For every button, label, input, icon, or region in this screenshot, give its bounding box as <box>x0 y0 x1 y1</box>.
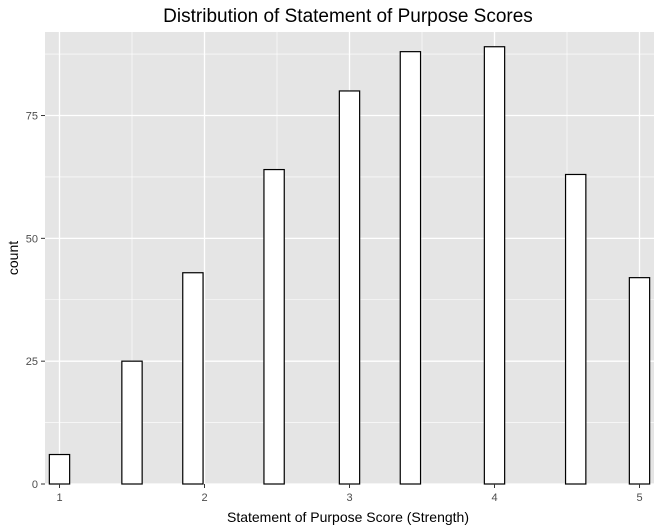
histogram-bar <box>483 46 506 485</box>
histogram-bar <box>628 277 651 485</box>
x-axis: 1 2 3 4 5 <box>56 484 643 504</box>
y-tick-label: 75 <box>26 111 38 123</box>
x-tick-label: 1 <box>56 492 62 504</box>
histogram-bar <box>399 51 422 485</box>
y-axis: 0 25 50 75 <box>26 111 45 491</box>
histogram-bar <box>263 168 285 485</box>
histogram-bar <box>182 272 204 485</box>
x-axis-title: Statement of Purpose Score (Strength) <box>227 509 469 525</box>
chart-title: Distribution of Statement of Purpose Sco… <box>163 6 533 27</box>
histogram-bars <box>48 46 651 485</box>
x-tick-label: 4 <box>491 492 497 504</box>
y-tick-label: 0 <box>32 479 38 491</box>
x-tick-label: 3 <box>346 492 352 504</box>
x-tick-label: 5 <box>636 492 642 504</box>
histogram-bar <box>564 173 587 485</box>
y-tick-label: 25 <box>26 356 38 368</box>
x-tick-label: 2 <box>201 492 207 504</box>
histogram-bar <box>48 453 71 485</box>
y-tick-label: 50 <box>26 233 38 245</box>
histogram-bar <box>338 90 361 485</box>
y-axis-title: count <box>5 241 21 275</box>
histogram-bar <box>121 360 143 485</box>
